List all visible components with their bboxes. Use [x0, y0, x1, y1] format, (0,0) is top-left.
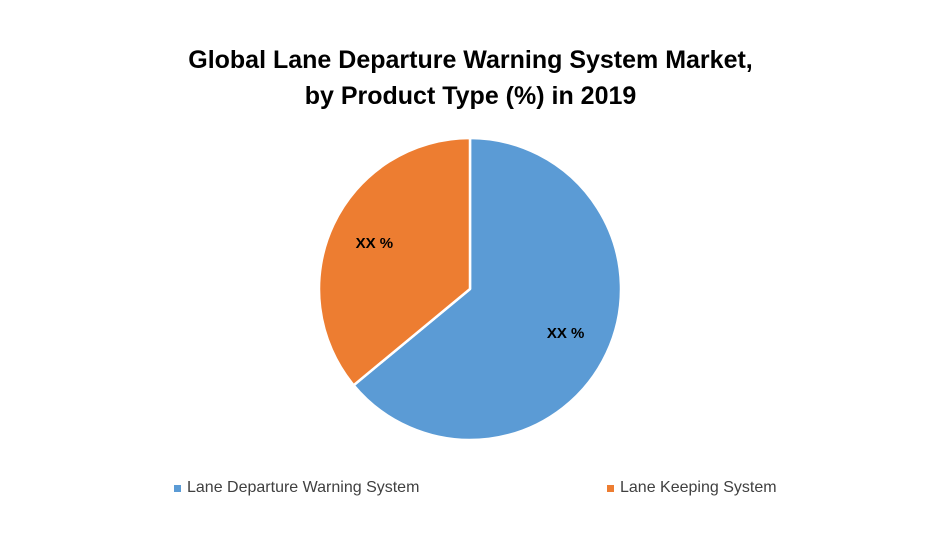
legend-item-lane-keeping-system: Lane Keeping System — [607, 479, 777, 497]
chart-title-line-2: by Product Type (%) in 2019 — [304, 82, 637, 110]
legend-swatch-lane-departure-warning-system — [174, 484, 181, 492]
pie-data-labels: XX % XX % — [356, 235, 585, 342]
pie-slice-lane-keeping-system — [317, 136, 472, 387]
legend-swatch-lane-keeping-system — [607, 484, 614, 492]
pie-slices — [317, 136, 623, 442]
legend-label-lane-departure-warning-system: Lane Departure Warning System — [187, 479, 420, 496]
chart-title-line-1: Global Lane Departure Warning System Mar… — [188, 46, 753, 74]
legend-label-lane-keeping-system: Lane Keeping System — [620, 479, 777, 496]
data-label-lane-keeping-system: XX % — [356, 235, 394, 252]
pie-slice-lane-departure-warning-system — [352, 136, 623, 442]
legend-item-lane-departure-warning-system: Lane Departure Warning System — [174, 479, 419, 497]
data-label-lane-departure-warning-system: XX % — [547, 325, 585, 342]
